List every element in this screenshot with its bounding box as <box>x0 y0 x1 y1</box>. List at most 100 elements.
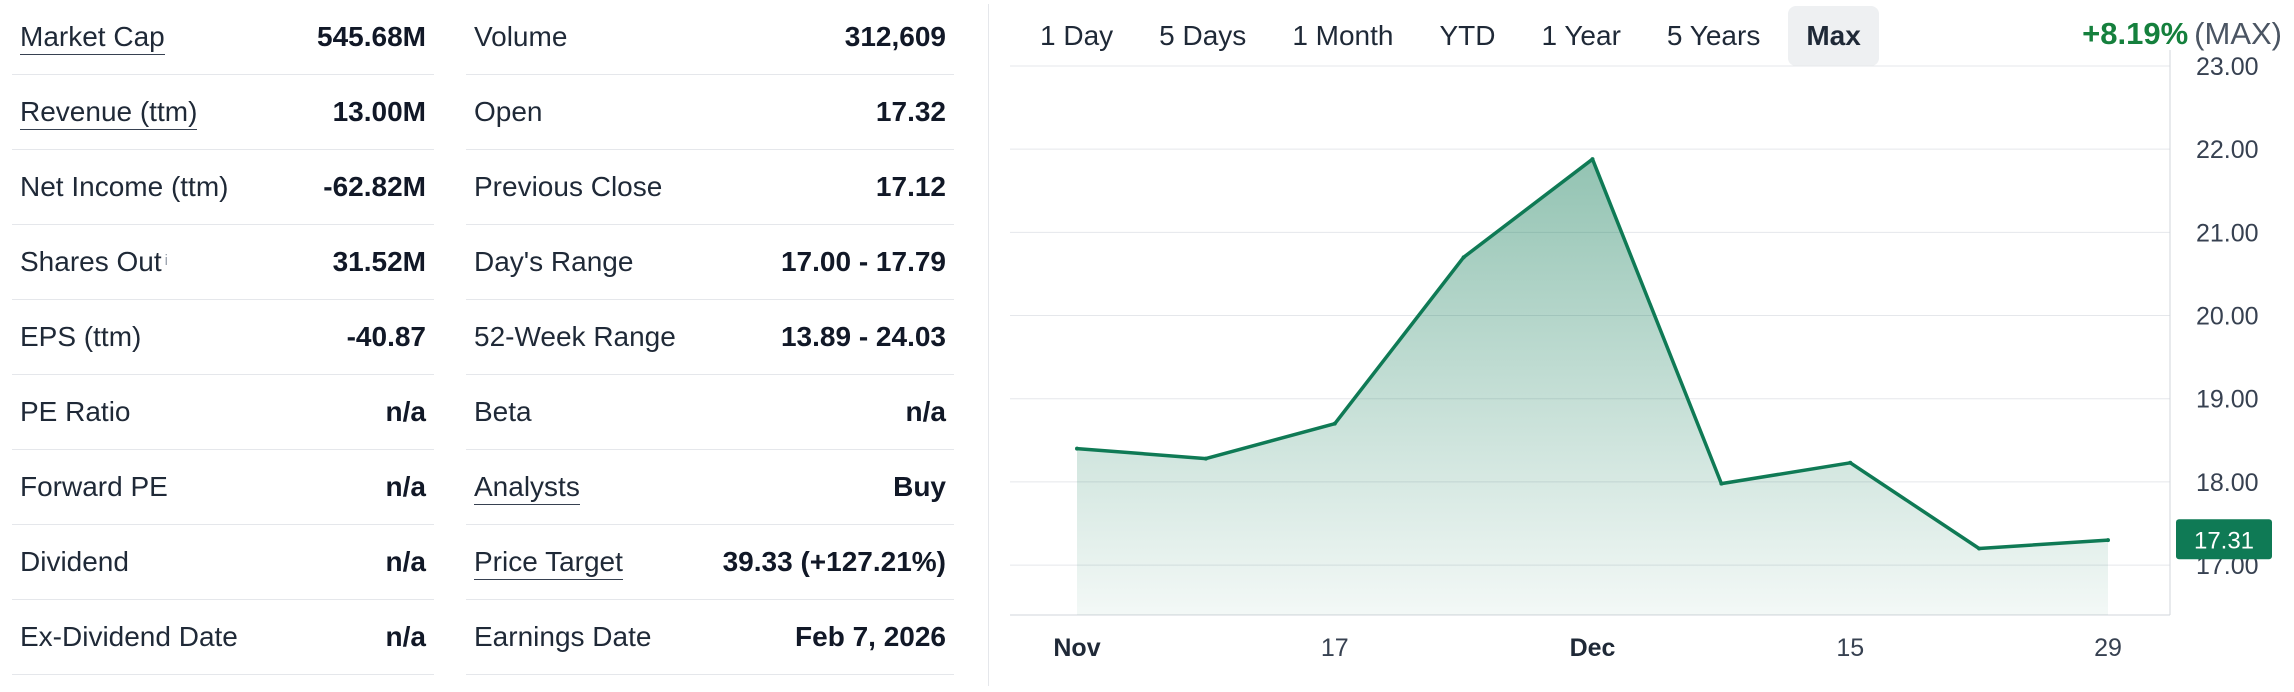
stat-value: n/a <box>385 546 426 577</box>
price-area <box>1077 159 2108 615</box>
stat-value: 312,609 <box>844 21 946 52</box>
stat-label[interactable]: Price Target <box>474 546 623 580</box>
stat-label: Shares Out <box>20 246 162 277</box>
stat-value: Feb 7, 2026 <box>795 621 946 652</box>
stat-value: 17.12 <box>875 171 946 202</box>
range-tab-max[interactable]: Max <box>1788 6 1879 66</box>
last-price-badge <box>2176 519 2272 560</box>
y-tick-label: 20.00 <box>2196 303 2259 331</box>
stat-label-wrap: Forward PE <box>20 471 168 503</box>
x-tick-label: 17 <box>1321 634 1349 662</box>
price-point <box>1848 460 1853 465</box>
stat-label: Open <box>474 96 543 127</box>
stat-label-wrap: Previous Close <box>474 171 662 203</box>
range-tabs: 1 Day 5 Days 1 Month YTD 1 Year 5 Years Max <box>1022 6 1879 66</box>
stat-label[interactable]: Analysts <box>474 471 580 505</box>
y-tick-label: 21.00 <box>2196 219 2259 247</box>
stat-value: -40.87 <box>346 321 426 352</box>
stat-row: 52-Week Range 13.89 - 24.03 <box>466 300 954 375</box>
stat-row: Market Cap 545.68M <box>12 0 434 75</box>
stat-value: n/a <box>905 396 946 427</box>
stat-value: 17.00 - 17.79 <box>780 246 946 277</box>
stat-row: Volume 312,609 <box>466 0 954 75</box>
last-price-label: 17.31 <box>2194 527 2254 554</box>
performance-change: +8.19% <box>2082 16 2189 51</box>
stat-value: 31.52M <box>332 246 426 277</box>
panel-divider <box>988 4 989 686</box>
stat-label-wrap: Market Cap <box>20 21 165 55</box>
price-point <box>1332 421 1337 426</box>
stat-row: EPS (ttm) -40.87 <box>12 300 434 375</box>
stat-row: Day's Range 17.00 - 17.79 <box>466 225 954 300</box>
range-tab-5-days[interactable]: 5 Days <box>1159 20 1247 51</box>
stat-value: n/a <box>385 396 426 427</box>
stat-value: -62.82M <box>323 171 426 202</box>
stat-label: Beta <box>474 396 532 427</box>
stat-label-wrap: PE Ratio <box>20 396 131 428</box>
stat-label: Ex-Dividend Date <box>20 621 238 652</box>
stat-label-wrap: Price Target <box>474 546 623 580</box>
stat-label: 52-Week Range <box>474 321 676 352</box>
x-tick-label: Dec <box>1570 634 1616 662</box>
stat-row: Open 17.32 <box>466 75 954 150</box>
y-tick-label: 22.00 <box>2196 136 2259 164</box>
stat-value: 39.33 (+127.21%) <box>722 546 946 577</box>
stat-label: Earnings Date <box>474 621 652 652</box>
range-tab-5-years[interactable]: 5 Years <box>1666 20 1761 51</box>
x-tick-label: Nov <box>1053 634 1100 662</box>
stat-value: n/a <box>385 621 426 652</box>
stat-label-wrap: Net Income (ttm) <box>20 171 228 203</box>
range-tab-1-month[interactable]: 1 Month <box>1292 20 1394 51</box>
stat-label: Volume <box>474 21 568 52</box>
stat-label: EPS (ttm) <box>20 321 142 352</box>
range-tab-1-year[interactable]: 1 Year <box>1541 20 1621 51</box>
performance-period: (MAX) <box>2194 16 2282 51</box>
stat-row: Beta n/a <box>466 375 954 450</box>
y-tick-label: 18.00 <box>2196 469 2259 497</box>
stat-label[interactable]: Market Cap <box>20 21 165 55</box>
price-point <box>1719 481 1724 486</box>
stat-row: Analysts Buy <box>466 450 954 525</box>
stat-label-wrap: Ex-Dividend Date <box>20 621 238 653</box>
x-tick-label: 29 <box>2094 634 2122 662</box>
stat-label-wrap: Volume <box>474 21 567 53</box>
stat-value: 13.89 - 24.03 <box>780 321 946 352</box>
stat-label-wrap: EPS (ttm) <box>20 321 141 353</box>
stat-value: 13.00M <box>332 96 426 127</box>
stat-row: Ex-Dividend Date n/a <box>12 600 434 675</box>
price-point <box>1590 157 1595 162</box>
stat-label-wrap: Dividend <box>20 546 129 578</box>
info-icon[interactable]: i <box>164 251 168 269</box>
stat-row: Earnings Date Feb 7, 2026 <box>466 600 954 675</box>
stat-label[interactable]: Revenue (ttm) <box>20 96 198 130</box>
range-tab-1-day[interactable]: 1 Day <box>1040 20 1114 51</box>
stat-label: Forward PE <box>20 471 168 502</box>
stat-label: Dividend <box>20 546 129 577</box>
price-point <box>1977 546 1982 551</box>
stat-label: Previous Close <box>474 171 663 202</box>
stat-row: PE Ratio n/a <box>12 375 434 450</box>
range-tab-ytd[interactable]: YTD <box>1439 20 1496 51</box>
stat-row: Price Target 39.33 (+127.21%) <box>466 525 954 600</box>
performance-summary: +8.19% (MAX) <box>2082 16 2282 52</box>
y-tick-label: 23.00 <box>2196 53 2259 81</box>
stat-value: Buy <box>893 471 946 502</box>
price-point <box>1461 255 1466 260</box>
stat-label-wrap: Open <box>474 96 543 128</box>
stat-label-wrap: Earnings Date <box>474 621 651 653</box>
stat-value: 545.68M <box>317 21 426 52</box>
price-point <box>1075 446 1079 451</box>
stat-label-wrap: Beta <box>474 396 532 428</box>
stat-row: Net Income (ttm) -62.82M <box>12 150 434 225</box>
stat-label-wrap: Day's Range <box>474 246 633 278</box>
stat-label: Net Income (ttm) <box>20 171 229 202</box>
stats-table-right: Volume 312,609 Open 17.32 Previous Close 17.1… <box>466 0 954 675</box>
stat-row: Previous Close 17.12 <box>466 150 954 225</box>
stat-label-wrap: 52-Week Range <box>474 321 676 353</box>
stat-row: Dividend n/a <box>12 525 434 600</box>
stat-label: PE Ratio <box>20 396 131 427</box>
price-point <box>2106 538 2110 543</box>
stat-row: Shares Out i 31.52M <box>12 225 434 300</box>
stat-label: Day's Range <box>474 246 634 277</box>
